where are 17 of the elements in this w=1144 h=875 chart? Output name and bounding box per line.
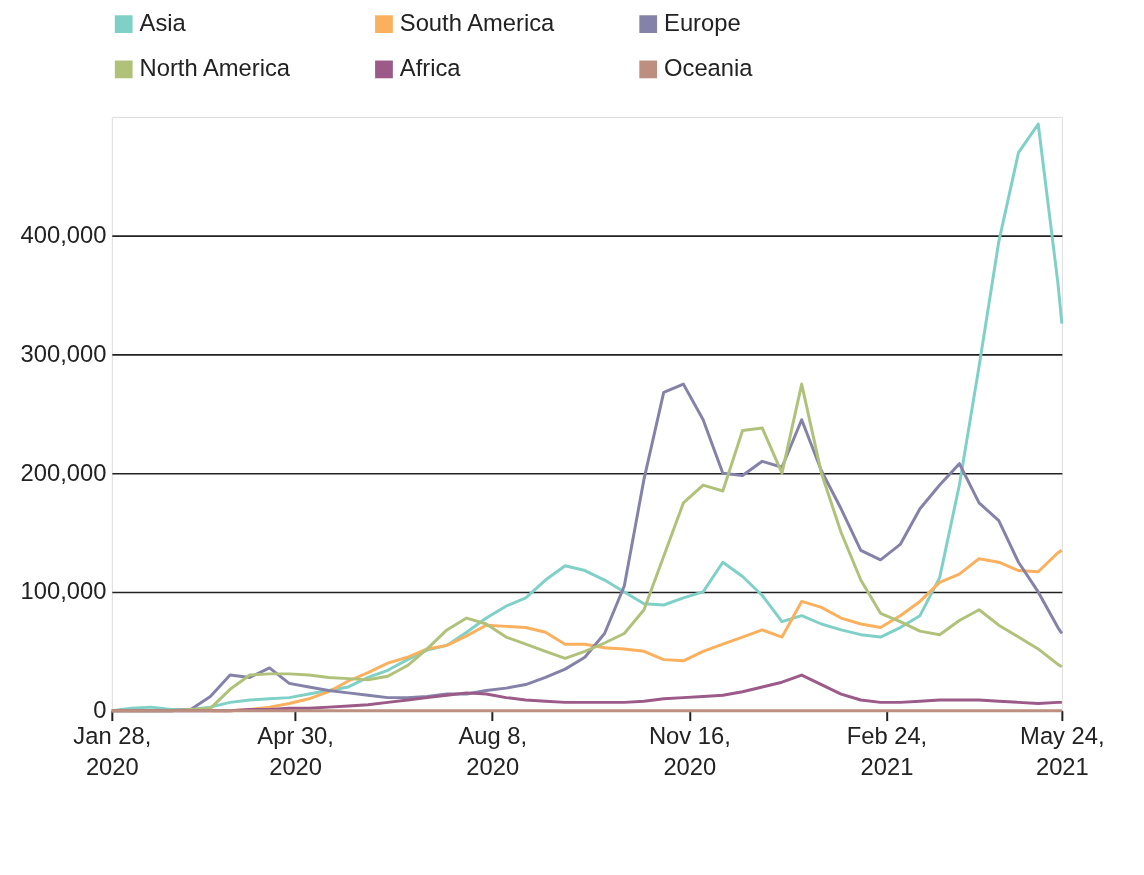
- legend-label: Oceania: [664, 54, 754, 82]
- legend-label: Asia: [139, 9, 187, 37]
- y-tick-label: 100,000: [20, 577, 107, 605]
- x-tick-label: Apr 30, 2020: [257, 721, 334, 781]
- x-tick-label: May 24, 2021: [1020, 721, 1105, 781]
- legend-label: South America: [399, 9, 556, 37]
- y-tick-label: 0: [93, 696, 107, 724]
- y-tick-label: 400,000: [20, 221, 107, 249]
- legend-label: North America: [139, 54, 291, 82]
- y-tick-label: 300,000: [20, 339, 107, 367]
- legend-label: Africa: [399, 54, 462, 82]
- x-tick-label: Nov 16, 2020: [648, 721, 731, 781]
- x-tick-label: Feb 24, 2021: [846, 721, 928, 781]
- legend-label: Europe: [664, 9, 741, 37]
- x-tick-label: Jan 28, 2020: [73, 721, 152, 781]
- y-tick-label: 200,000: [20, 458, 107, 486]
- x-tick-label: Aug 8, 2020: [458, 721, 528, 781]
